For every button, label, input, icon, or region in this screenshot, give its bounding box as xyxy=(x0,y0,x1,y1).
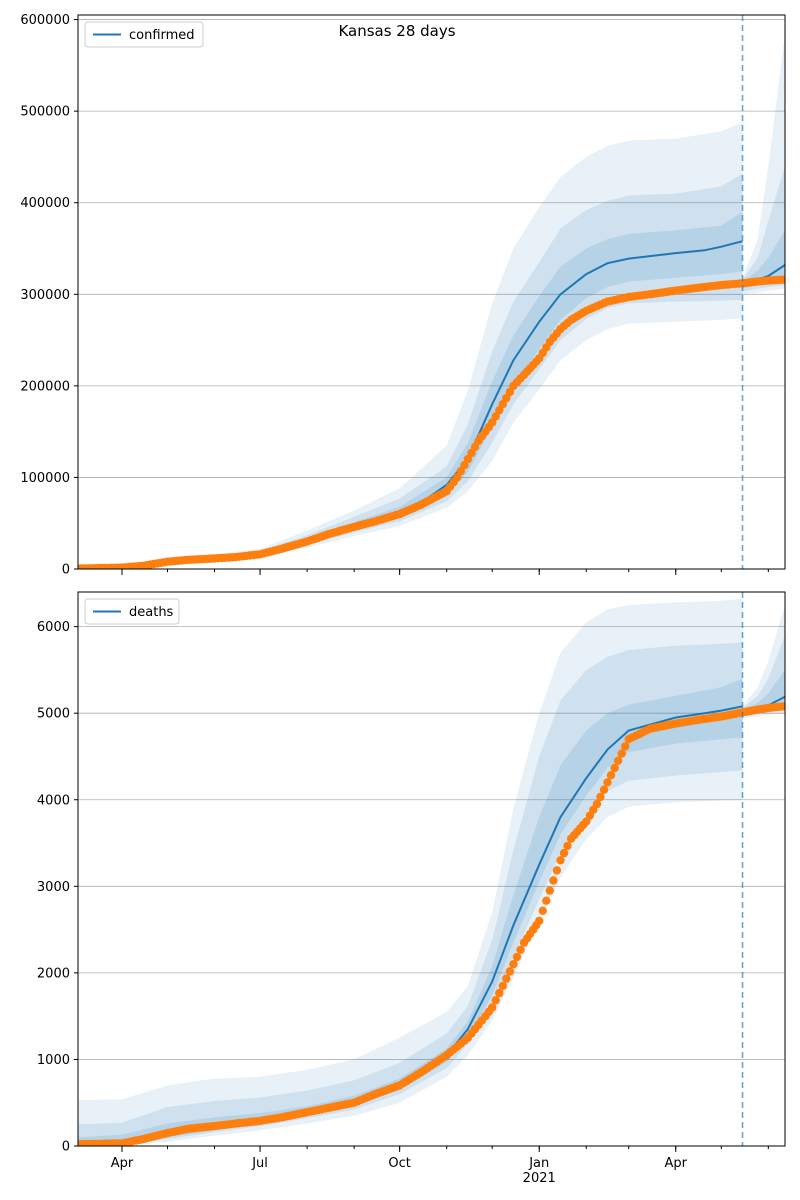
legend-box xyxy=(84,21,204,48)
observed-point xyxy=(556,856,565,865)
observed-point xyxy=(599,785,609,794)
observed-point xyxy=(502,974,511,983)
y-tick-label: 4000 xyxy=(37,793,70,808)
observed-series xyxy=(78,275,785,569)
uncertainty-band xyxy=(78,122,743,569)
observed-point xyxy=(549,876,558,885)
observed-point xyxy=(488,1003,497,1012)
plot-area xyxy=(78,33,785,569)
forecast-band xyxy=(742,230,785,289)
observed-point xyxy=(488,418,497,427)
uncertainty-band xyxy=(78,173,743,569)
y-tick-label: 3000 xyxy=(37,880,70,895)
observed-point xyxy=(606,771,616,780)
observed-point xyxy=(453,473,462,482)
y-tick-label: 500000 xyxy=(20,105,70,120)
y-tick-label: 0 xyxy=(62,563,70,578)
legend-label: confirmed xyxy=(129,28,195,43)
observed-point xyxy=(552,866,562,875)
observed-point xyxy=(535,916,544,926)
uncertainty-band xyxy=(78,678,743,1146)
observed-point xyxy=(495,406,504,415)
legend-box xyxy=(84,598,180,625)
legend: confirmed xyxy=(84,21,204,48)
observed-point xyxy=(538,906,547,915)
y-tick-label: 2000 xyxy=(37,966,70,981)
x-tick-label: Apr xyxy=(665,1156,688,1171)
observed-point xyxy=(495,988,504,998)
observed-point xyxy=(512,952,522,962)
observed-point xyxy=(780,275,785,284)
figure-title: Kansas 28 days xyxy=(338,22,455,40)
x-tick-label: Jul xyxy=(251,1156,268,1171)
y-tick-label: 400000 xyxy=(20,196,70,211)
x-tick-label: Jan xyxy=(528,1156,549,1171)
observed-point xyxy=(505,387,515,397)
observed-point xyxy=(545,886,554,895)
plot-area xyxy=(78,598,785,1146)
x-year-label: 2021 xyxy=(523,1171,556,1186)
y-tick-label: 5000 xyxy=(37,707,70,722)
axes-frame xyxy=(77,14,786,570)
observed-point xyxy=(603,778,612,787)
observed-point xyxy=(610,763,619,773)
observed-point xyxy=(491,996,500,1005)
observed-point xyxy=(617,749,626,758)
observed-point xyxy=(542,896,551,905)
uncertainty-band xyxy=(78,211,743,569)
observed-point xyxy=(613,756,623,765)
observed-point xyxy=(498,400,507,409)
axes-frame xyxy=(77,591,786,1147)
y-tick-label: 600000 xyxy=(20,13,70,28)
observed-point xyxy=(509,960,518,969)
y-tick-label: 300000 xyxy=(20,288,70,303)
y-tick-label: 100000 xyxy=(20,471,70,486)
observed-point xyxy=(463,454,473,464)
forecast-band xyxy=(742,166,785,292)
observed-point xyxy=(563,841,572,851)
observed-point xyxy=(460,461,469,470)
y-tick-label: 200000 xyxy=(20,379,70,394)
observed-point xyxy=(592,799,602,809)
observed-point xyxy=(559,848,569,858)
x-tick-label: Oct xyxy=(388,1156,410,1171)
deaths-panel: 0 1000 2000 3000 4000 5000 6000 Apr Jul Oct Jan Apr… xyxy=(37,591,786,1186)
observed-point xyxy=(505,967,515,976)
observed-point xyxy=(491,412,500,421)
observed-series xyxy=(78,702,785,1146)
uncertainty-band xyxy=(78,642,743,1146)
forecast-band xyxy=(742,605,785,719)
confirmed-panel: 0 100000 200000 300000 400000 500000 600000 con… xyxy=(20,13,786,578)
y-tick-label: 1000 xyxy=(37,1053,70,1068)
forecast-band xyxy=(742,635,785,716)
y-tick-label: 0 xyxy=(62,1140,70,1155)
observed-point xyxy=(498,981,507,991)
uncertainty-band xyxy=(78,598,743,1146)
y-tick-label: 6000 xyxy=(37,620,70,635)
observed-point xyxy=(780,702,785,711)
observed-point xyxy=(621,742,630,751)
legend-label: deaths xyxy=(129,605,174,620)
observed-point xyxy=(456,467,465,476)
observed-point xyxy=(470,442,480,452)
x-tick-label: Apr xyxy=(111,1156,134,1171)
observed-point xyxy=(467,448,476,458)
forecast-band xyxy=(742,33,785,295)
observed-point xyxy=(502,393,511,403)
legend: deaths xyxy=(84,598,180,625)
observed-point xyxy=(516,945,525,954)
observed-point xyxy=(596,792,605,802)
